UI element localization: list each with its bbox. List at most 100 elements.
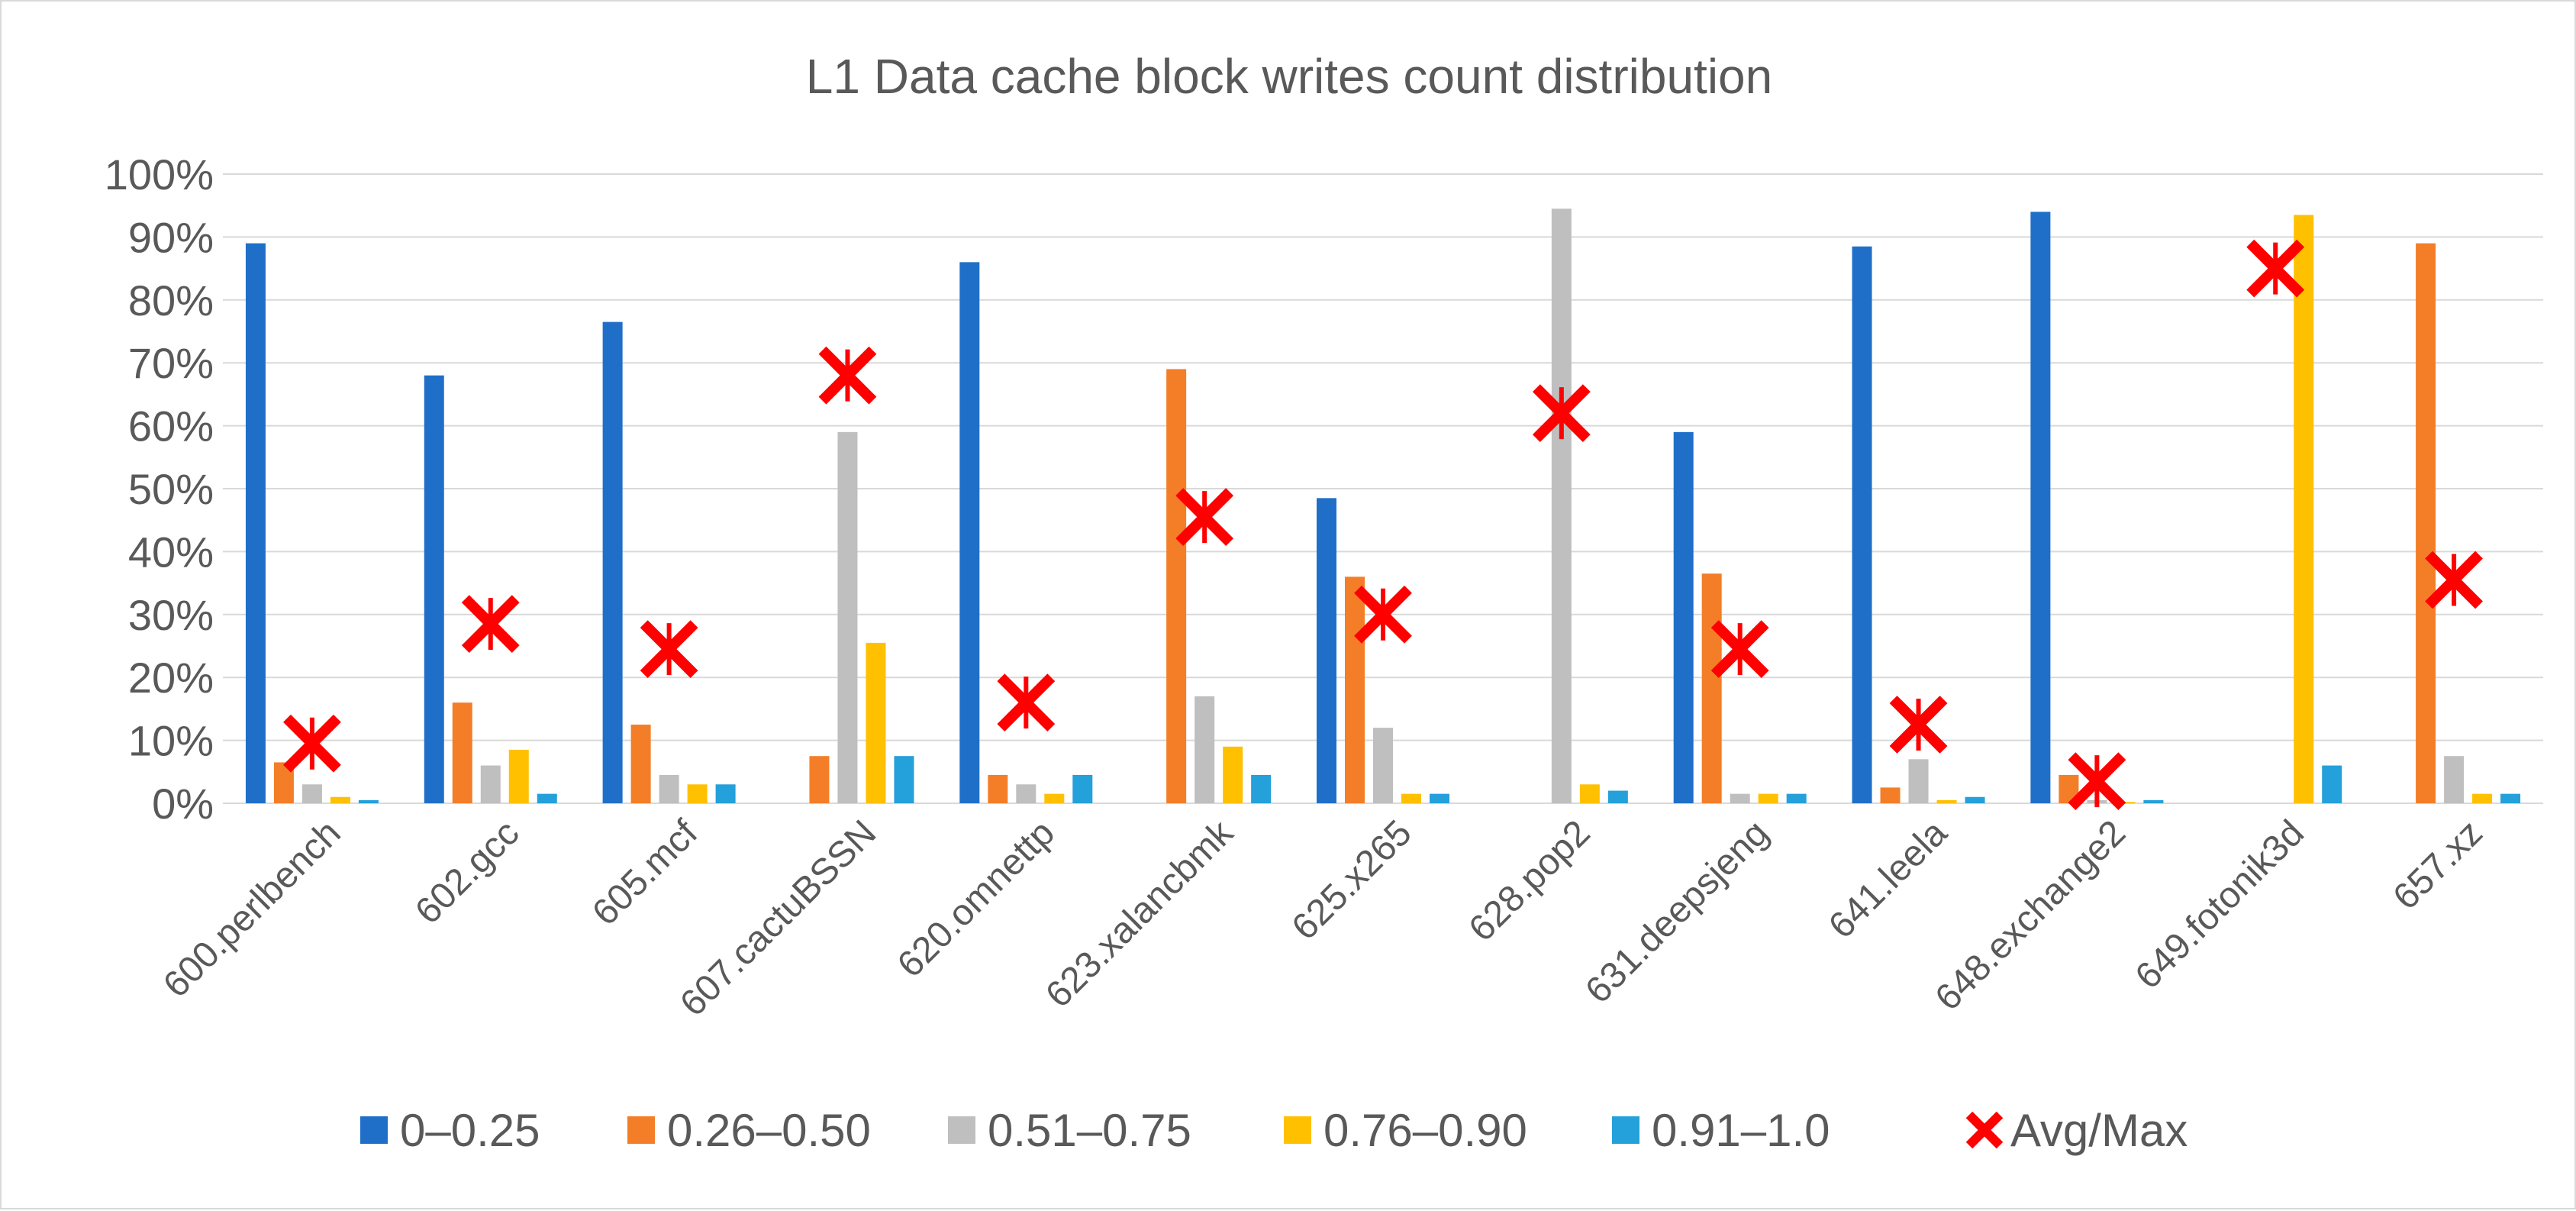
y-tick-label: 20% bbox=[128, 654, 214, 702]
x-tick-label: 649.fotonik3d bbox=[2128, 812, 2312, 996]
bar bbox=[1852, 246, 1872, 803]
bar bbox=[508, 749, 529, 803]
x-tick-label: 600.perlbench bbox=[156, 812, 349, 1006]
avg-max-marker bbox=[1889, 696, 1948, 754]
bar bbox=[452, 702, 472, 803]
bar bbox=[1317, 498, 1336, 803]
bar bbox=[480, 765, 501, 803]
bar bbox=[894, 756, 914, 803]
avg-max-marker bbox=[2246, 239, 2305, 298]
bar bbox=[959, 262, 980, 803]
x-tick-label: 657.xz bbox=[2385, 812, 2490, 917]
x-tick-label: 623.xalancbmk bbox=[1038, 812, 1241, 1016]
avg-max-marker bbox=[640, 620, 698, 679]
legend-label: 0–0.25 bbox=[400, 1105, 540, 1156]
x-tick-label: 631.deepsjeng bbox=[1578, 812, 1776, 1011]
bar bbox=[1908, 759, 1929, 803]
bar bbox=[866, 642, 886, 803]
y-tick-label: 60% bbox=[128, 402, 214, 450]
marker-layer bbox=[283, 239, 2483, 811]
y-tick-label: 30% bbox=[128, 591, 214, 639]
x-tick-label: 620.omnettp bbox=[890, 812, 1062, 985]
bar bbox=[2030, 212, 2051, 803]
bar bbox=[1166, 369, 1187, 803]
bar bbox=[988, 774, 1008, 803]
avg-max-marker bbox=[1354, 585, 1412, 644]
bar bbox=[1223, 746, 1243, 803]
x-tick-label: 605.mcf bbox=[585, 812, 706, 934]
legend-item: 0.51–0.75 bbox=[948, 1105, 1191, 1156]
bar bbox=[809, 756, 830, 803]
y-tick-label: 0% bbox=[152, 780, 214, 828]
legend-swatch bbox=[360, 1116, 388, 1144]
bar bbox=[1607, 790, 1628, 803]
grid-layer bbox=[223, 173, 2543, 804]
bar bbox=[358, 799, 379, 803]
legend-label: 0.51–0.75 bbox=[988, 1105, 1191, 1156]
bar bbox=[2294, 215, 2314, 803]
bar bbox=[2472, 793, 2493, 803]
bar bbox=[424, 375, 444, 803]
bar bbox=[330, 796, 350, 803]
bar bbox=[1551, 208, 1572, 803]
avg-max-marker bbox=[461, 595, 520, 654]
bar bbox=[602, 321, 623, 803]
bar bbox=[1880, 787, 1901, 803]
legend-label: 0.26–0.50 bbox=[667, 1105, 871, 1156]
bar-layer bbox=[245, 208, 2521, 803]
legend-item: 0.91–1.0 bbox=[1612, 1105, 1830, 1156]
y-tick-label: 80% bbox=[128, 276, 214, 325]
legend-swatch bbox=[1965, 1111, 2004, 1149]
bar bbox=[2444, 756, 2465, 803]
bar bbox=[1430, 793, 1449, 803]
bar bbox=[1044, 793, 1065, 803]
bar bbox=[715, 784, 736, 803]
legend: 0–0.25 0.26–0.50 0.51–0.75 0.76–0.90 0.91–1.… bbox=[360, 1105, 2188, 1156]
legend-swatch bbox=[948, 1116, 975, 1144]
legend-item: 0.76–0.90 bbox=[1284, 1105, 1527, 1156]
bar bbox=[1401, 793, 1421, 803]
bar bbox=[1965, 796, 1985, 803]
legend-swatch bbox=[1284, 1116, 1311, 1144]
bar bbox=[537, 793, 557, 803]
bar bbox=[2416, 243, 2436, 803]
bar bbox=[1786, 793, 1807, 803]
legend-item: Avg/Max bbox=[1965, 1105, 2188, 1156]
bar bbox=[1758, 793, 1778, 803]
legend-item: 0–0.25 bbox=[360, 1105, 540, 1156]
avg-max-marker bbox=[997, 673, 1056, 732]
legend-label: 0.91–1.0 bbox=[1652, 1105, 1830, 1156]
x-tick-label: 641.leela bbox=[1821, 812, 1955, 946]
bar bbox=[2322, 765, 2342, 803]
bar bbox=[1072, 774, 1093, 803]
avg-max-marker bbox=[1175, 488, 1234, 546]
bar bbox=[1373, 728, 1393, 803]
bar bbox=[1936, 799, 1957, 803]
bar bbox=[837, 431, 858, 803]
bar bbox=[1673, 431, 1694, 803]
bar bbox=[1195, 696, 1215, 803]
bar bbox=[2143, 799, 2164, 803]
bar bbox=[659, 774, 679, 803]
bar bbox=[301, 784, 322, 803]
bar bbox=[630, 725, 651, 803]
y-tick-label: 100% bbox=[105, 150, 214, 199]
legend-item: 0.26–0.50 bbox=[627, 1105, 871, 1156]
y-tick-label: 90% bbox=[128, 213, 214, 261]
x-tick-label: 648.exchange2 bbox=[1928, 812, 2134, 1019]
bar bbox=[1345, 576, 1365, 803]
x-axis-ticks: 600.perlbench 602.gcc 605.mcf607.cactuBSSN… bbox=[156, 812, 2491, 1025]
legend-label: Avg/Max bbox=[2010, 1105, 2188, 1156]
y-tick-label: 70% bbox=[128, 339, 214, 387]
y-tick-label: 50% bbox=[128, 465, 214, 513]
legend-swatch bbox=[627, 1116, 655, 1144]
avg-max-marker bbox=[2425, 551, 2483, 609]
x-tick-label: 625.x265 bbox=[1285, 812, 1420, 948]
avg-max-marker bbox=[1710, 620, 1769, 679]
bar bbox=[687, 784, 708, 803]
legend-swatch bbox=[1612, 1116, 1639, 1144]
y-tick-label: 10% bbox=[128, 717, 214, 765]
chart-title: L1 Data cache block writes count distrib… bbox=[806, 49, 1772, 104]
